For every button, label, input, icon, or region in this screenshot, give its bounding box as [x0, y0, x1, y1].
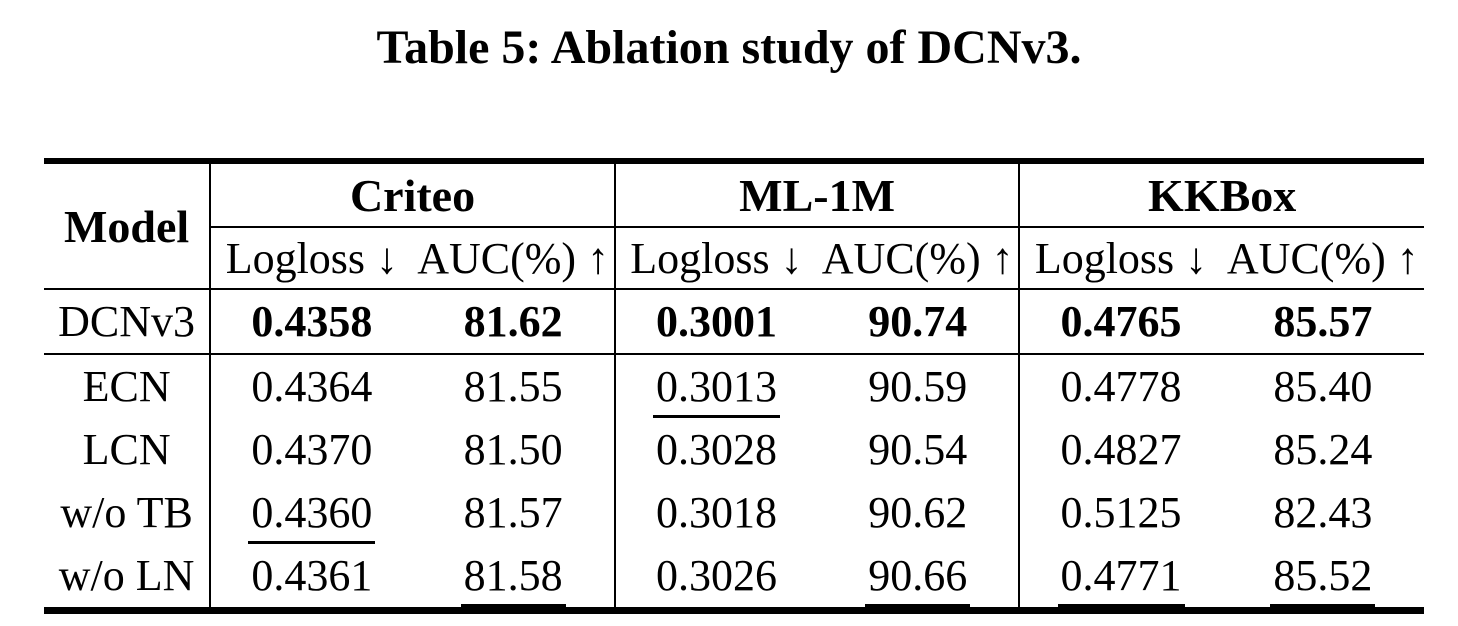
metric-header-criteo-logloss: Logloss ↓ — [209, 227, 413, 290]
metric-value-cell: 0.4778 — [1018, 354, 1222, 418]
metric-value: 90.59 — [868, 362, 968, 411]
group-header-criteo: Criteo — [209, 161, 615, 228]
table-row: w/o TB 0.4360 81.57 0.3018 90.62 0.5125 82.43 — [44, 481, 1424, 544]
group-header-ml-1m: ML-1M — [613, 161, 1020, 228]
metric-value: 85.57 — [1273, 297, 1373, 346]
metric-header-kkbox-auc: AUC(%) ↑ — [1221, 227, 1424, 290]
metric-header-criteo-auc: AUC(%) ↑ — [412, 227, 615, 290]
metric-value: 82.43 — [1273, 488, 1373, 537]
model-name: DCNv3 — [44, 289, 211, 355]
metric-value-cell: 0.3028 — [613, 418, 818, 481]
metric-value-cell: 0.3018 — [613, 481, 818, 544]
metric-value-cell: 0.3026 — [613, 544, 818, 611]
metric-value: 85.24 — [1273, 425, 1373, 474]
metric-value-cell: 0.3001 — [613, 289, 818, 355]
ablation-table: Model Criteo ML-1M KKBox Logloss ↓ AUC(%… — [44, 158, 1424, 614]
metric-value: 85.52 — [1270, 551, 1376, 607]
metric-value: 81.55 — [463, 362, 563, 411]
metric-value-cell: 0.4358 — [209, 289, 413, 355]
dataset-header-row: Model Criteo ML-1M KKBox — [44, 161, 1424, 290]
metric-value-cell: 85.57 — [1221, 289, 1424, 355]
metric-value-cell: 90.66 — [817, 544, 1019, 611]
metric-value-cell: 85.52 — [1222, 544, 1424, 611]
metric-value-cell: 82.43 — [1222, 481, 1424, 544]
metric-value: 0.4364 — [251, 362, 373, 411]
metric-value-cell: 85.24 — [1222, 418, 1424, 481]
metric-value: 90.66 — [865, 551, 971, 607]
metric-value: 81.50 — [463, 425, 563, 474]
metric-value-cell: 90.54 — [817, 418, 1019, 481]
metric-value-cell: 90.62 — [817, 481, 1019, 544]
metric-value: 0.4361 — [251, 551, 373, 600]
metric-value: 0.4358 — [251, 297, 373, 346]
metric-value: 0.3026 — [655, 551, 777, 600]
metric-value: 0.4360 — [248, 488, 376, 544]
metric-value-cell: 0.3013 — [613, 354, 818, 418]
metric-value-cell: 0.4827 — [1018, 418, 1222, 481]
table-row: ECN 0.4364 81.55 0.3013 90.59 0.4778 85.40 — [44, 354, 1424, 418]
metric-value-cell: 0.4765 — [1018, 289, 1222, 355]
metric-value-cell: 81.55 — [413, 354, 615, 418]
metric-header-ml1m-logloss: Logloss ↓ — [613, 227, 818, 290]
metric-value: 81.57 — [463, 488, 563, 537]
model-column-header: Model — [44, 161, 211, 290]
metric-value: 90.54 — [868, 425, 968, 474]
metric-header-ml1m-auc: AUC(%) ↑ — [817, 227, 1020, 290]
metric-value: 0.4827 — [1060, 425, 1182, 474]
table-caption: Table 5: Ablation study of DCNv3. — [376, 21, 1082, 74]
metric-value: 90.74 — [868, 297, 968, 346]
metric-value: 0.3001 — [655, 297, 777, 346]
metric-value: 0.3018 — [655, 488, 777, 537]
metric-value: 0.4370 — [251, 425, 373, 474]
metric-value: 0.4778 — [1060, 362, 1182, 411]
metric-value: 85.40 — [1273, 362, 1373, 411]
metric-value-cell: 81.57 — [413, 481, 615, 544]
metric-value-cell: 0.4361 — [209, 544, 413, 611]
metric-value-cell: 90.74 — [817, 289, 1020, 355]
metric-value: 81.62 — [463, 297, 563, 346]
metric-value-cell: 0.4364 — [209, 354, 413, 418]
group-header-kkbox: KKBox — [1018, 161, 1424, 228]
metric-value-cell: 0.4771 — [1018, 544, 1222, 611]
metric-value-cell: 81.58 — [413, 544, 615, 611]
metric-value: 0.5125 — [1060, 488, 1182, 537]
metric-value: 0.4765 — [1060, 297, 1182, 346]
metric-value-cell: 81.62 — [412, 289, 615, 355]
model-name: w/o LN — [58, 551, 195, 600]
metric-value-cell: 0.5125 — [1018, 481, 1222, 544]
table-body: DCNv3 0.4358 81.62 0.3001 90.74 0.4765 85.57 EC… — [44, 289, 1424, 611]
metric-value-cell: 85.40 — [1222, 354, 1424, 418]
table-row: DCNv3 0.4358 81.62 0.3001 90.74 0.4765 85.57 — [44, 289, 1424, 355]
metric-value: 81.58 — [460, 551, 566, 607]
metric-value-cell: 0.4360 — [209, 481, 413, 544]
metric-value-cell: 81.50 — [413, 418, 615, 481]
metric-value-cell: 0.4370 — [209, 418, 413, 481]
model-name: LCN — [82, 425, 171, 474]
metric-value: 0.3013 — [652, 362, 780, 418]
metric-header-row: Logloss ↓ AUC(%) ↑ Logloss ↓ AUC(%) ↑ Lo… — [44, 227, 1424, 290]
model-name: w/o TB — [60, 488, 193, 537]
metric-value: 0.3028 — [655, 425, 777, 474]
table-row: w/o LN 0.4361 81.58 0.3026 90.66 0.4771 85.52 — [44, 544, 1424, 611]
metric-value-cell: 90.59 — [817, 354, 1019, 418]
metric-value: 0.4771 — [1057, 551, 1185, 607]
metric-header-kkbox-logloss: Logloss ↓ — [1018, 227, 1222, 290]
metric-value: 90.62 — [868, 488, 968, 537]
table-row: LCN 0.4370 81.50 0.3028 90.54 0.4827 85.24 — [44, 418, 1424, 481]
table-header: Model Criteo ML-1M KKBox Logloss ↓ AUC(%… — [44, 161, 1424, 290]
model-name: ECN — [82, 362, 171, 411]
